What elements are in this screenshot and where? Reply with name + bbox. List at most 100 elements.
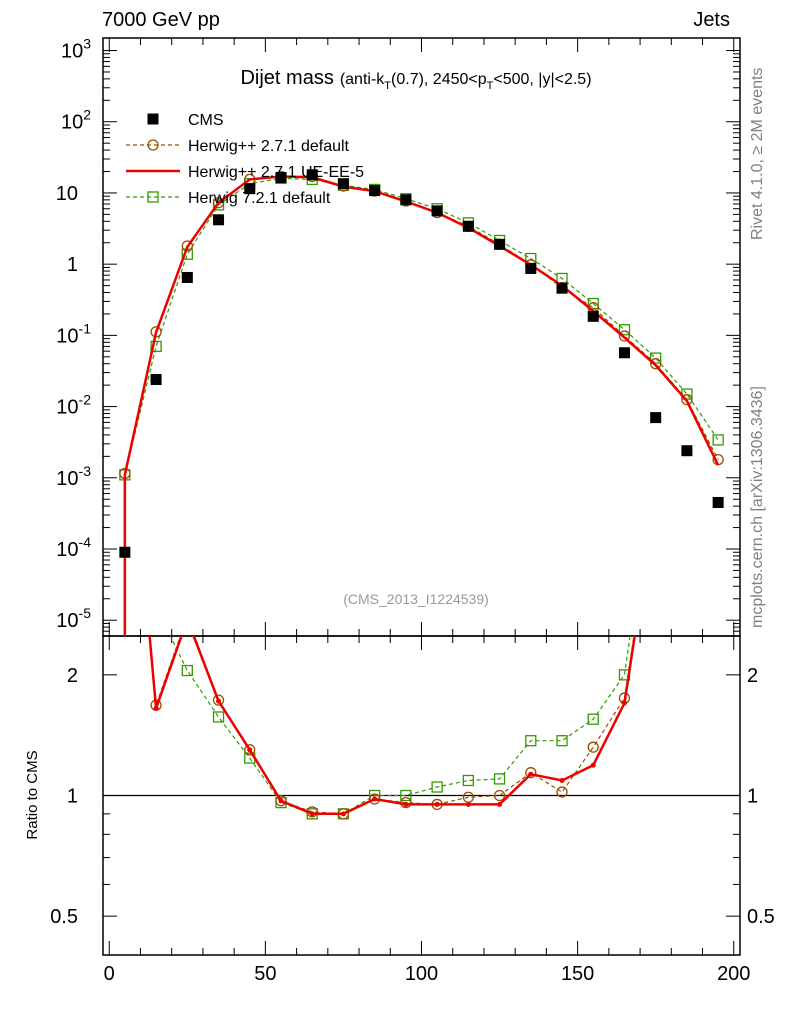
herwig-2-7-1-default-ratio-marker — [493, 789, 506, 802]
legend-herwig-7-2-1-default-marker — [147, 191, 159, 203]
ratio-ylabel: Ratio to CMS — [24, 750, 41, 839]
herwig-2-7-1-default-ratio-marker — [120, 347, 130, 357]
cms-data-point — [306, 169, 318, 181]
subtitle-a-sub: T — [384, 80, 391, 92]
herwig-2-7-1-ue-ee-5-ratio-marker — [653, 496, 658, 501]
herwig-2-7-1-default-ratio-marker — [682, 504, 692, 514]
herwig-2-7-1-default-ratio-marker — [525, 767, 537, 779]
legend-label: CMS — [188, 112, 224, 129]
cms-data-point — [150, 374, 162, 386]
herwig-2-7-1-ue-ee-5-ratio-marker — [716, 580, 721, 585]
herwig-2-7-1-ue-ee-5-ratio-marker — [497, 801, 503, 807]
herwig-2-7-1-default-ratio-marker — [587, 741, 599, 753]
subtitle-c: <500, |y|<2.5) — [493, 71, 591, 88]
herwig-7-2-1-default-marker — [618, 324, 631, 336]
ratio-y-tick-label: 1 — [67, 786, 78, 808]
herwig-2-7-1-default-ratio-marker — [212, 694, 225, 706]
herwig-7-2-1-default-ratio-marker — [431, 781, 443, 793]
y-tick-label: 102 — [61, 107, 91, 134]
cms-data-point — [244, 183, 256, 195]
chart-title: Dijet mass — [240, 67, 333, 89]
herwig-7-2-1-default-ratio-marker — [151, 602, 161, 612]
herwig-2-7-1-ue-ee-5-ratio-marker — [559, 777, 565, 783]
cms-data-point — [494, 238, 506, 250]
herwig-2-7-1-ue-ee-5-ratio-marker — [434, 801, 440, 807]
subtitle-a: (anti-k — [340, 71, 385, 88]
y-tick-label: 103 — [61, 36, 91, 63]
herwig-7-2-1-default-ratio-marker — [181, 664, 193, 677]
herwig-7-2-1-default-marker — [150, 340, 162, 353]
herwig-2-7-1-default-ratio-marker — [182, 611, 192, 621]
x-tick-label: 200 — [717, 963, 750, 985]
header-left: 7000 GeV pp — [102, 9, 220, 31]
cms-data-point — [650, 412, 662, 424]
cms-data-point — [618, 347, 630, 359]
herwig-2-7-1-default-marker — [618, 330, 631, 342]
herwig-7-2-1-default-ratio-marker — [525, 735, 537, 747]
ratio-y-tick-label: 0.5 — [50, 906, 78, 928]
cms-data-point — [337, 178, 349, 190]
cms-data-point — [556, 282, 568, 294]
cms-data-point — [587, 310, 599, 322]
herwig-2-7-1-default-ratio-marker — [244, 744, 256, 756]
herwig-2-7-1-ue-ee-5-ratio-marker — [684, 513, 689, 518]
herwig-7-2-1-default-marker — [587, 297, 599, 310]
herwig-2-7-1-ue-ee-5-ratio-marker — [247, 747, 253, 753]
herwig-2-7-1-ue-ee-5-ratio-marker — [403, 801, 409, 807]
ratio-y-tick-label: 2 — [67, 665, 78, 687]
x-tick-label: 50 — [254, 963, 276, 985]
herwig-2-7-1-ue-ee-5-ratio-marker — [216, 698, 222, 704]
y-tick-label: 10-1 — [56, 320, 91, 347]
herwig-7-2-1-default-ratio-marker — [462, 774, 474, 787]
y-tick-label: 10-4 — [56, 534, 91, 561]
herwig-7-2-1-default-ratio-marker — [120, 355, 130, 365]
x-tick-label: 100 — [405, 963, 438, 985]
herwig-2-7-1-default-marker — [681, 394, 693, 406]
x-tick-label: 150 — [561, 963, 594, 985]
herwig-7-2-1-default-ratio-marker — [212, 711, 225, 723]
herwig-2-7-1-ue-ee-5-ratio-marker — [528, 771, 534, 777]
cms-data-point — [213, 214, 225, 226]
herwig-7-2-1-default-ratio-marker — [493, 773, 506, 785]
herwig-2-7-1-ue-ee-5-ratio-marker — [278, 798, 284, 804]
cms-data-point — [462, 220, 474, 232]
herwig-7-2-1-default-ratio-marker — [682, 476, 692, 486]
cms-data-point — [275, 171, 287, 183]
herwig-2-7-1-default-ratio-marker — [556, 786, 568, 798]
y-tick-label: 10-5 — [56, 605, 91, 632]
legend-herwig-2-7-1-default-marker — [147, 139, 159, 151]
herwig-2-7-1-ue-ee-5-ratio-line — [148, 636, 636, 816]
ratio-y-tick-label-right: 2 — [747, 665, 758, 687]
herwig-2-7-1-default-marker — [181, 240, 193, 252]
herwig-2-7-1-default-ratio-marker — [651, 488, 661, 498]
cms-data-point — [369, 185, 381, 197]
cms-data-point — [400, 194, 412, 206]
herwig-2-7-1-ue-ee-5-ratio-marker — [372, 796, 378, 802]
herwig-2-7-1-default-ratio-marker — [275, 795, 287, 807]
chart-title-line: Dijet mass (anti-kT(0.7), 2450<pT<500, |y… — [240, 67, 591, 92]
x-tick-label: 0 — [104, 963, 115, 985]
ratio-y-tick-label-right: 1 — [747, 786, 758, 808]
cms-data-point — [431, 205, 443, 217]
analysis-id: (CMS_2013_I1224539) — [343, 591, 489, 607]
herwig-2-7-1-ue-ee-5-ratio-marker — [621, 700, 627, 706]
cms-data-point — [525, 262, 537, 274]
cms-data-point — [712, 496, 724, 508]
subtitle-b: (0.7), 2450<p — [391, 71, 487, 88]
herwig-2-7-1-ue-ee-5-ratio-marker — [309, 811, 315, 817]
herwig-7-2-1-default-marker — [712, 434, 724, 446]
cms-data-point — [119, 546, 131, 558]
herwig-2-7-1-ue-ee-5-ratio-marker — [153, 705, 159, 711]
herwig-2-7-1-default-ratio-line — [149, 636, 635, 815]
cms-data-point — [681, 445, 693, 457]
subtitle-b-sub: T — [487, 80, 494, 92]
herwig-2-7-1-ue-ee-5-ratio-marker — [185, 617, 190, 622]
legend-label: Herwig++ 2.7.1 UE-EE-5 — [188, 164, 364, 181]
herwig-7-2-1-default-ratio-marker — [400, 789, 412, 802]
herwig-2-7-1-ue-ee-5-ratio-marker — [590, 762, 596, 768]
herwig-7-2-1-default-ratio-marker — [556, 735, 568, 747]
herwig-7-2-1-default-ratio-marker — [651, 457, 661, 467]
header-right: Jets — [693, 9, 730, 31]
herwig-7-2-1-default-ratio-line — [169, 636, 631, 815]
